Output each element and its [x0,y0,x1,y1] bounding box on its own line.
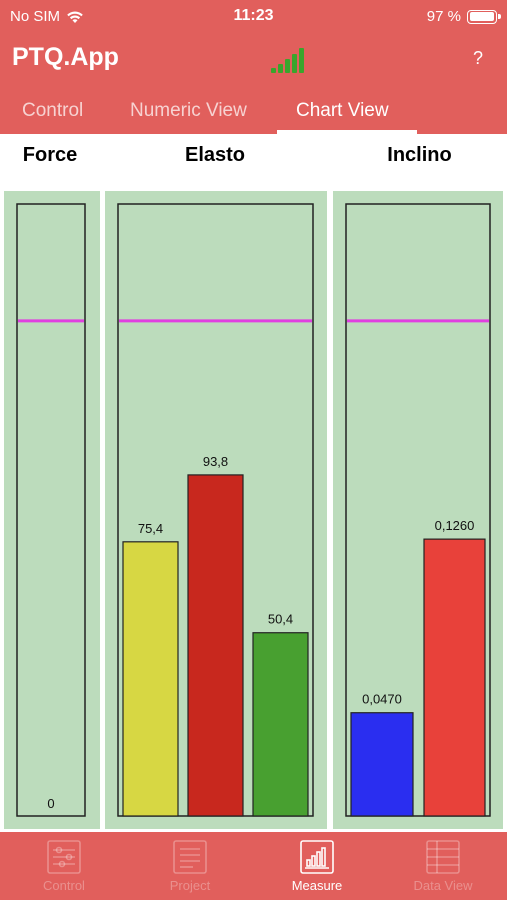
carrier-label: No SIM [10,8,61,25]
status-bar: No SIM 11:23 97 % [0,0,507,34]
chart-area: Force Elasto Inclino 0 75,4 93,8 50,4 0,0470… [0,134,507,832]
bottom-tab-control[interactable]: Control [19,840,109,893]
bar-charts: 0 75,4 93,8 50,4 0,0470 0,1260 [4,191,503,829]
chart-panel [4,191,100,829]
bar-elasto-1 [187,474,244,817]
chart-title-force: Force [22,144,78,166]
bottom-tab-label: Data View [413,878,473,893]
bottom-tab-data-view[interactable]: Data View [398,840,488,893]
battery-percent: 97 % [426,8,461,25]
tab-chart-view[interactable]: Chart View [296,100,389,121]
bottom-tab-bar: Control Project Measure Data View [0,832,507,900]
bottom-tab-label: Project [169,878,211,893]
bottom-tab-label: Control [43,878,85,893]
chart-frame [345,203,491,817]
signal-strength-icon [271,48,304,73]
app-title: PTQ.App [12,43,119,71]
bottom-tab-project[interactable]: Project [145,840,235,893]
battery-icon [467,9,501,24]
help-button[interactable]: ? [472,48,483,68]
bar-value-label: 93,8 [203,454,228,469]
document-list-icon [173,840,207,874]
tab-numeric-view[interactable]: Numeric View [130,100,247,121]
table-icon [426,840,460,874]
tab-bar: Control Numeric View Chart View [0,84,507,134]
status-time: 11:23 [233,7,274,24]
bottom-tab-measure[interactable]: Measure [272,840,362,893]
chart-title-elasto: Elasto [184,144,246,166]
bar-inclino-1 [423,538,486,817]
bar-inclino-0 [350,712,414,817]
bar-value-label: 50,4 [268,612,293,627]
battery-level [469,12,494,21]
bar-value-label: 0 [47,796,54,811]
sliders-icon [47,840,81,874]
nav-bar: PTQ.App ? [0,34,507,84]
bar-chart-icon [300,840,334,874]
wifi-icon [67,11,83,23]
bar-value-label: 0,1260 [435,518,475,533]
bar-elasto-0 [122,541,179,817]
tab-control[interactable]: Control [22,100,84,121]
status-right: 97 % [426,8,501,25]
bar-value-label: 0,0470 [362,692,402,707]
bottom-tab-label: Measure [291,878,343,893]
bar-value-label: 75,4 [138,521,163,536]
bar-elasto-2 [252,632,309,817]
status-left: No SIM [10,8,84,25]
chart-title-inclino: Inclino [387,144,452,166]
chart-frame [16,203,86,817]
active-tab-indicator [277,130,417,134]
